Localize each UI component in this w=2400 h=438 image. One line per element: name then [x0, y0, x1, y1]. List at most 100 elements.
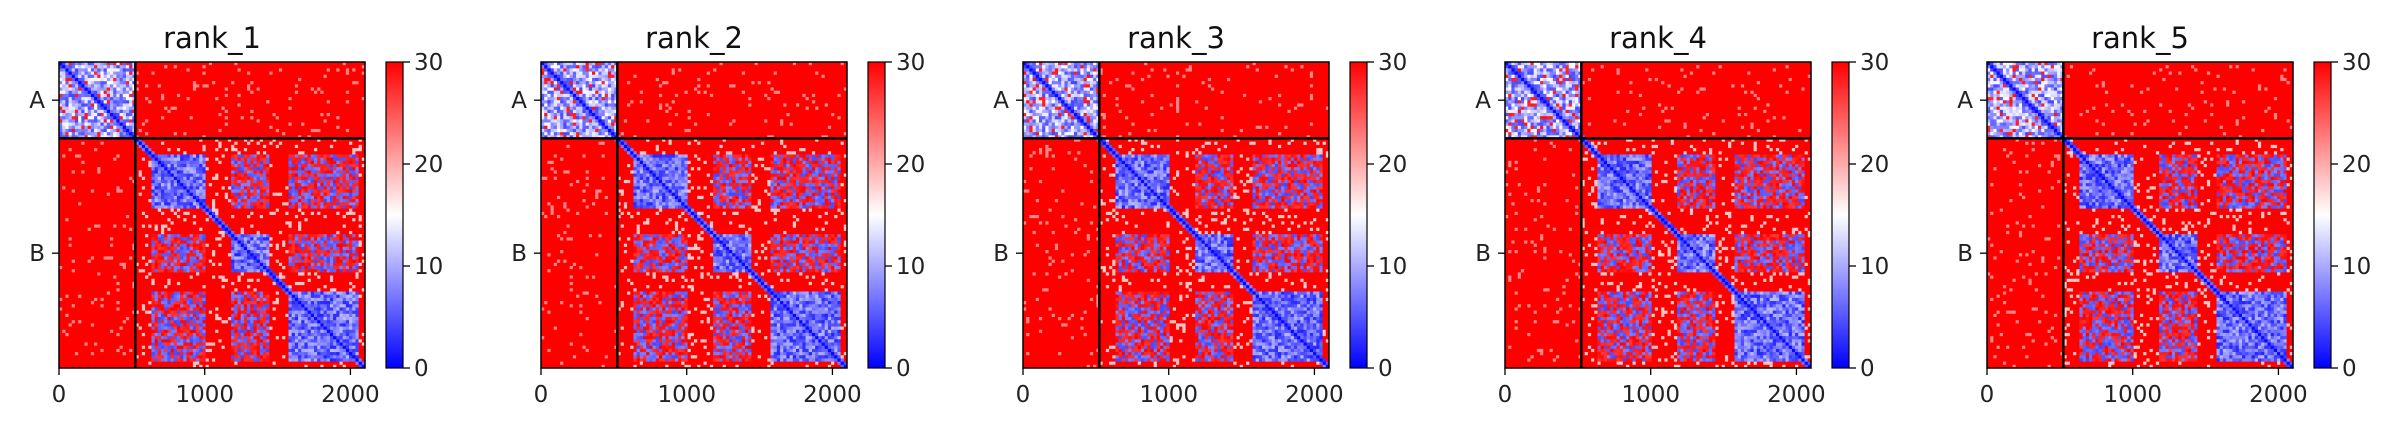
heatmap-cell — [106, 128, 111, 133]
heatmap-cell — [218, 103, 222, 108]
heatmap-cell — [129, 141, 133, 146]
heatmap-cell — [291, 116, 296, 120]
heatmap-cell — [141, 179, 146, 184]
heatmap-cell — [196, 164, 200, 168]
heatmap-cell — [221, 218, 226, 222]
heatmap-cell — [307, 122, 312, 127]
heatmap-cell — [227, 170, 232, 174]
heatmap-cell — [145, 84, 149, 88]
heatmap-cell — [266, 144, 270, 149]
heatmap-cell — [183, 208, 187, 213]
heatmap-cell — [215, 179, 219, 184]
heatmap-cell — [317, 173, 321, 178]
heatmap-cell — [294, 186, 299, 190]
heatmap-cell — [215, 87, 219, 92]
heatmap-cell — [141, 160, 146, 165]
heatmap-cell — [90, 132, 95, 136]
heatmap-cell — [106, 148, 111, 152]
heatmap-cell — [304, 90, 309, 95]
heatmap-cell — [116, 62, 120, 66]
heatmap-cell — [304, 221, 309, 225]
heatmap-cell — [215, 144, 219, 149]
heatmap-cell — [298, 154, 302, 159]
heatmap-cell — [307, 211, 312, 216]
heatmap-cell — [250, 205, 254, 210]
heatmap-cell — [90, 87, 95, 92]
heatmap-cell — [247, 202, 251, 206]
heatmap-cell — [215, 195, 219, 200]
heatmap-cell — [212, 170, 216, 174]
heatmap-cell — [205, 87, 210, 92]
heatmap-cell — [323, 125, 328, 130]
heatmap-cell — [173, 144, 178, 149]
heatmap-cell — [361, 144, 366, 149]
heatmap-cell — [310, 192, 315, 197]
heatmap-cell — [183, 202, 187, 206]
heatmap-cell — [202, 62, 207, 66]
heatmap-cell — [231, 167, 235, 171]
heatmap-cell — [183, 224, 187, 229]
heatmap-cell — [189, 93, 194, 98]
heatmap-cell — [199, 186, 203, 190]
heatmap-cell — [218, 189, 222, 194]
heatmap-cell — [247, 221, 251, 225]
heatmap-cell — [78, 186, 82, 190]
heatmap-cell — [342, 224, 347, 229]
heatmap-cell — [326, 179, 331, 184]
heatmap-cell — [272, 160, 277, 165]
heatmap-cell — [164, 170, 168, 174]
heatmap-cell — [282, 221, 286, 225]
heatmap-cell — [161, 116, 165, 120]
heatmap-cell — [94, 148, 98, 152]
heatmap-cell — [122, 208, 127, 213]
heatmap-cell — [145, 195, 149, 200]
heatmap-cell — [282, 183, 286, 187]
heatmap-cell — [314, 221, 318, 225]
heatmap-cell — [59, 183, 63, 187]
heatmap-cell — [215, 157, 219, 162]
heatmap-cell — [288, 125, 293, 130]
heatmap-cell — [119, 186, 124, 190]
heatmap-cell — [329, 81, 334, 85]
heatmap-cell — [157, 151, 162, 155]
heatmap-cell — [94, 93, 98, 98]
heatmap-cell — [90, 122, 95, 127]
heatmap-cell — [349, 221, 353, 225]
heatmap-cell — [110, 164, 114, 168]
heatmap-cell — [266, 90, 270, 95]
heatmap-cell — [243, 100, 248, 104]
heatmap-cell — [59, 221, 63, 225]
heatmap-cell — [202, 87, 207, 92]
heatmap-cell — [275, 113, 280, 117]
heatmap-cell — [68, 90, 73, 95]
heatmap-cell — [81, 202, 85, 206]
heatmap-cell — [110, 87, 114, 92]
heatmap-cell — [339, 173, 344, 178]
heatmap-cell — [250, 202, 254, 206]
heatmap-cell — [208, 224, 213, 229]
heatmap-cell — [161, 176, 165, 181]
heatmap-cell — [259, 176, 264, 181]
heatmap-cell — [199, 167, 203, 171]
heatmap-cell — [122, 106, 127, 111]
heatmap-cell — [78, 93, 82, 98]
heatmap-cell — [361, 100, 366, 104]
heatmap-cell — [266, 93, 270, 98]
heatmap-cell — [326, 62, 331, 66]
heatmap-cell — [157, 128, 162, 133]
heatmap-cell — [119, 113, 124, 117]
heatmap-cell — [78, 87, 82, 92]
heatmap-cell — [345, 205, 350, 210]
heatmap-cell — [275, 65, 280, 69]
heatmap-cell — [196, 68, 200, 72]
heatmap-cell — [59, 164, 63, 168]
heatmap-cell — [71, 90, 76, 95]
heatmap-cell — [339, 176, 344, 181]
heatmap-cell — [161, 221, 165, 225]
heatmap-cell — [68, 195, 73, 200]
heatmap-cell — [272, 81, 277, 85]
heatmap-cell — [336, 109, 340, 114]
heatmap-cell — [256, 179, 261, 184]
heatmap-cell — [141, 167, 146, 171]
heatmap-cell — [208, 71, 213, 76]
